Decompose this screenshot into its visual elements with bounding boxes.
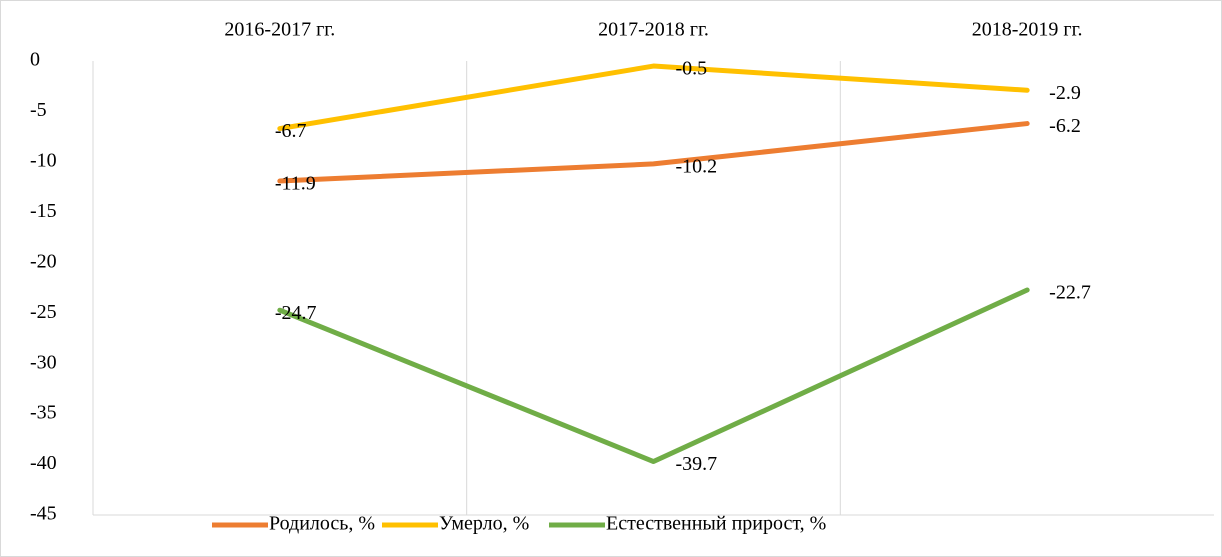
legend-label: Родилось, %	[269, 513, 375, 535]
y-tick-label: -40	[30, 452, 57, 474]
y-tick-label: -5	[30, 99, 47, 121]
y-tick-label: -20	[30, 250, 57, 272]
y-tick-label: -15	[30, 200, 57, 222]
line-series	[277, 121, 1030, 184]
data-label: -6.2	[1049, 115, 1081, 137]
line-series	[277, 287, 1030, 465]
y-tick-label: 0	[30, 49, 40, 71]
y-tick-label: -10	[30, 149, 57, 171]
legend-label: Умерло, %	[439, 513, 529, 535]
x-tick-label: 2017-2018 гг.	[598, 19, 709, 41]
y-tick-label: -25	[30, 301, 57, 323]
line-series	[277, 63, 1030, 132]
data-label: -39.7	[676, 453, 718, 475]
y-tick-label: -35	[30, 402, 57, 424]
data-label: -6.7	[275, 120, 307, 142]
data-label: -22.7	[1049, 282, 1091, 304]
x-tick-label: 2018-2019 гг.	[972, 19, 1083, 41]
data-label: -10.2	[676, 156, 718, 178]
y-tick-label: -45	[30, 503, 57, 525]
legend-label: Естественный прирост, %	[606, 513, 826, 535]
x-tick-label: 2016-2017 гг.	[224, 19, 335, 41]
data-label: -2.9	[1049, 82, 1081, 104]
data-label: -11.9	[275, 173, 316, 195]
data-label: -24.7	[275, 302, 317, 324]
data-label: -0.5	[676, 58, 708, 80]
y-tick-label: -30	[30, 351, 57, 373]
